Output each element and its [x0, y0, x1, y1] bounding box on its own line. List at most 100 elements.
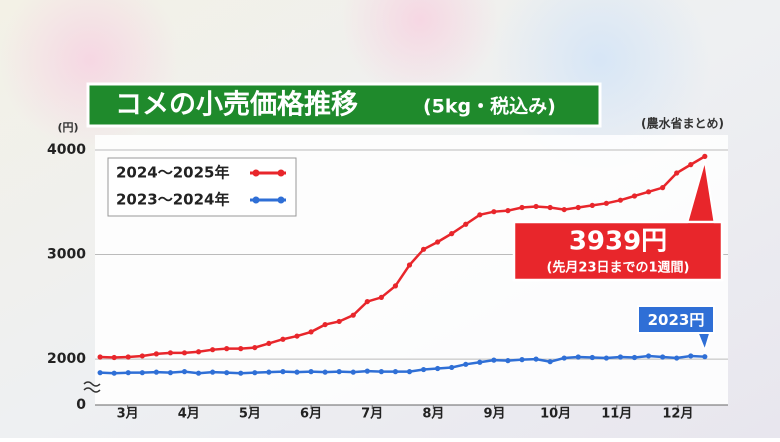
data-point [547, 204, 553, 211]
data-point [238, 346, 244, 352]
data-point [195, 370, 202, 376]
x-tick-label: 6月 [300, 407, 322, 422]
data-point [505, 358, 511, 364]
data-point [660, 354, 666, 360]
source: (農水省まとめ) [641, 116, 724, 131]
data-point [617, 354, 624, 360]
background-blob [340, 0, 500, 100]
data-point [392, 283, 399, 289]
data-point [280, 369, 286, 375]
data-point [631, 354, 638, 361]
data-point [435, 365, 441, 372]
data-point [406, 262, 413, 268]
data-point [378, 369, 384, 375]
data-point [308, 369, 314, 375]
x-tick-label: 10月 [540, 407, 571, 422]
data-point [392, 369, 399, 375]
data-point [336, 318, 342, 325]
callout-note: (先月23日までの1週間) [546, 260, 689, 276]
data-point [420, 366, 427, 373]
data-point [702, 153, 708, 159]
data-point [378, 294, 384, 301]
data-point [533, 356, 539, 362]
data-point [575, 354, 581, 360]
legend-swatch-dot [277, 196, 285, 204]
data-point [519, 204, 525, 211]
data-point [125, 354, 131, 360]
data-point [252, 370, 258, 376]
data-point [139, 370, 145, 376]
data-point [308, 329, 314, 335]
data-point [336, 369, 342, 375]
data-point [617, 197, 624, 203]
data-point [266, 340, 272, 347]
data-point [603, 355, 609, 361]
x-tick-label: 3月 [117, 407, 139, 422]
data-point [660, 185, 666, 191]
data-point [449, 364, 455, 371]
data-point [688, 162, 694, 168]
data-point [181, 350, 188, 356]
data-point [322, 369, 328, 375]
data-point [463, 221, 469, 227]
data-point [645, 189, 652, 195]
legend-swatch-dot [277, 169, 285, 177]
y-tick-label: 4000 [47, 142, 86, 158]
data-point [210, 369, 216, 375]
data-point [224, 370, 230, 376]
data-point [575, 204, 581, 211]
data-point [153, 369, 159, 375]
legend-box [107, 157, 297, 217]
axis-break [83, 381, 101, 393]
callout-pointer-join [687, 223, 714, 228]
data-point [547, 359, 553, 365]
x-tick-label: 9月 [483, 407, 505, 422]
data-point [463, 361, 469, 367]
data-point [97, 370, 103, 376]
data-point [533, 203, 539, 210]
x-tick-label: 11月 [601, 407, 632, 422]
data-point [350, 369, 356, 375]
y-tick-label: 2000 [47, 351, 86, 367]
data-point [181, 369, 188, 375]
data-point [153, 351, 159, 357]
data-point [477, 359, 483, 365]
data-point [603, 200, 609, 206]
data-point [364, 298, 370, 305]
data-point [111, 354, 117, 361]
legend-swatch-dot [252, 196, 260, 204]
data-point [561, 355, 567, 361]
x-tick-label: 4月 [178, 407, 200, 422]
data-point [589, 202, 595, 209]
data-point [645, 353, 652, 359]
legend-swatch-dot [252, 169, 260, 177]
y-tick-label: 0 [76, 397, 86, 413]
data-point [167, 350, 174, 356]
data-point [350, 312, 356, 318]
legend-label: 2024〜2025年 [116, 164, 230, 182]
data-point [674, 355, 680, 361]
data-point [491, 357, 497, 363]
data-point [322, 321, 328, 328]
data-point [491, 209, 497, 215]
data-point [702, 354, 708, 360]
data-point [406, 369, 413, 375]
legend-label: 2023〜2024年 [116, 191, 230, 209]
callout-box [512, 220, 724, 282]
data-point [561, 206, 567, 213]
data-point [139, 353, 145, 359]
x-tick-label: 8月 [422, 407, 444, 422]
data-point [252, 344, 258, 351]
chart-subtitle: (5kg・税込み) [423, 95, 556, 118]
x-tick-label: 12月 [662, 407, 693, 422]
y-unit: (円) [57, 121, 78, 134]
data-point [435, 239, 441, 245]
data-point [280, 336, 286, 342]
data-point [224, 346, 230, 352]
data-point [449, 231, 455, 237]
data-point [589, 354, 595, 361]
x-tick-label: 7月 [361, 407, 383, 422]
data-point [631, 193, 638, 199]
data-point [364, 368, 370, 374]
